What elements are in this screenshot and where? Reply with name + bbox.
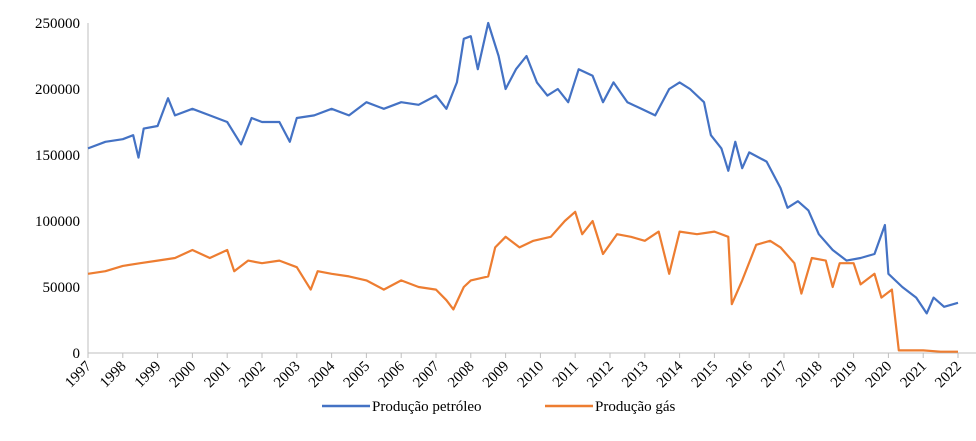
- x-tick-label: 2002: [236, 359, 269, 392]
- x-tick-label: 2016: [724, 358, 757, 391]
- legend-label: Produção gás: [595, 399, 676, 415]
- x-tick-label: 1998: [97, 359, 130, 392]
- x-tick-label: 2013: [619, 359, 652, 392]
- x-tick-label: 2006: [376, 358, 409, 391]
- series-line: [87, 210, 958, 353]
- x-tick-label: 2019: [828, 359, 861, 392]
- x-tick-label: 1997: [62, 358, 95, 391]
- x-tick-label: 2020: [863, 359, 896, 392]
- x-tick-label: 1999: [132, 359, 165, 392]
- x-tick-label: 2005: [341, 359, 374, 392]
- x-tick-label: 2001: [202, 359, 235, 392]
- x-tick-label: 2008: [445, 359, 478, 392]
- x-tick-label: 2012: [584, 359, 617, 392]
- x-tick-label: 2017: [758, 358, 791, 391]
- x-tick-label: 2000: [167, 359, 200, 392]
- y-tick-label: 200000: [35, 82, 80, 98]
- x-tick-label: 2015: [689, 359, 722, 392]
- x-tick-label: 2014: [654, 358, 687, 391]
- series-line: [87, 21, 959, 315]
- x-tick-label: 2011: [550, 359, 582, 391]
- x-tick-label: 2004: [306, 358, 339, 391]
- x-tick-label: 2007: [410, 358, 443, 391]
- y-tick-label: 0: [73, 346, 81, 362]
- y-tick-label: 250000: [35, 16, 80, 32]
- x-tick-label: 2009: [480, 359, 513, 392]
- y-tick-label: 150000: [35, 148, 80, 164]
- x-tick-label: 2003: [271, 359, 304, 392]
- x-tick-label: 2021: [898, 359, 931, 392]
- x-tick-label: 2010: [515, 359, 548, 392]
- y-tick-label: 50000: [43, 280, 81, 296]
- y-tick-label: 100000: [35, 214, 80, 230]
- x-tick-label: 2022: [932, 359, 965, 392]
- legend-label: Produção petróleo: [372, 399, 482, 415]
- x-tick-label: 2018: [793, 359, 826, 392]
